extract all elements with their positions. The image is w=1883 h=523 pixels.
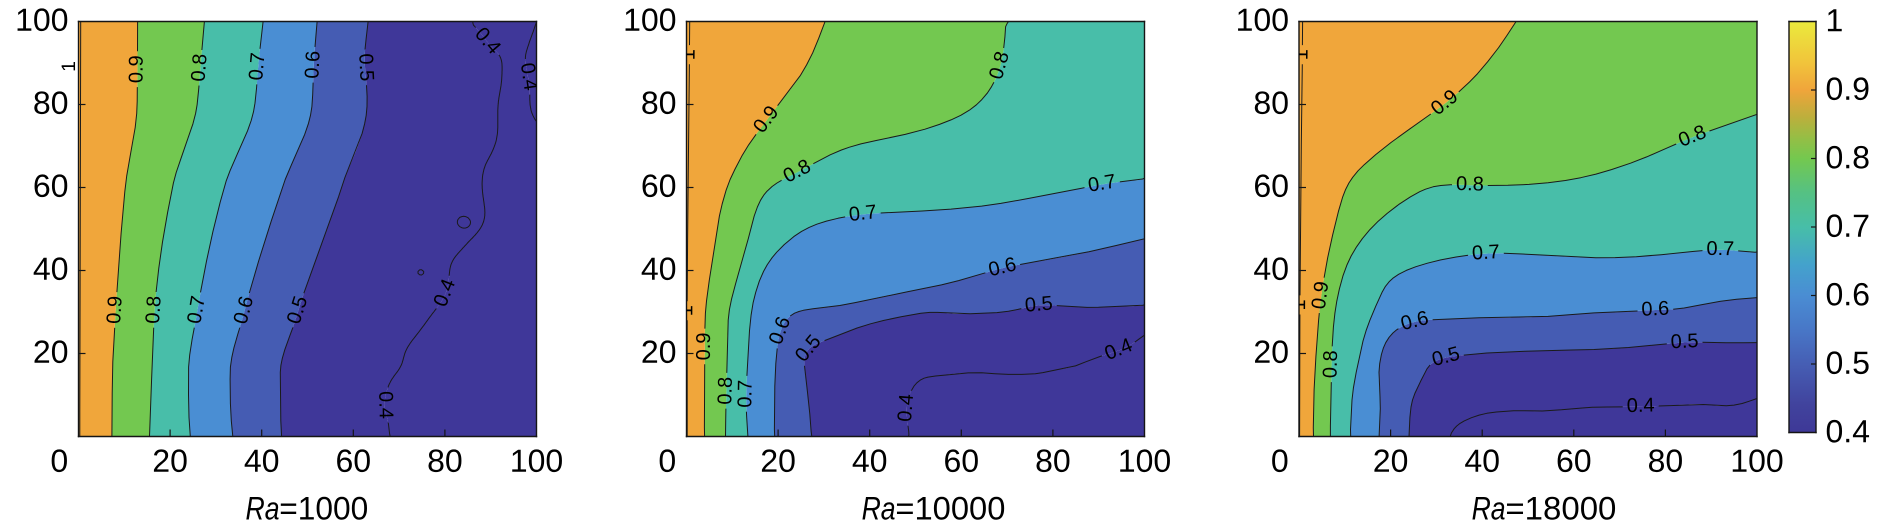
- svg-text:=18000: =18000: [1505, 491, 1616, 523]
- svg-text:Ra: Ra: [862, 491, 896, 523]
- svg-text:Ra: Ra: [1472, 491, 1506, 523]
- svg-text:=10000: =10000: [895, 491, 1005, 523]
- svg-text:Ra: Ra: [246, 491, 280, 523]
- svg-text:=1000: =1000: [279, 491, 368, 523]
